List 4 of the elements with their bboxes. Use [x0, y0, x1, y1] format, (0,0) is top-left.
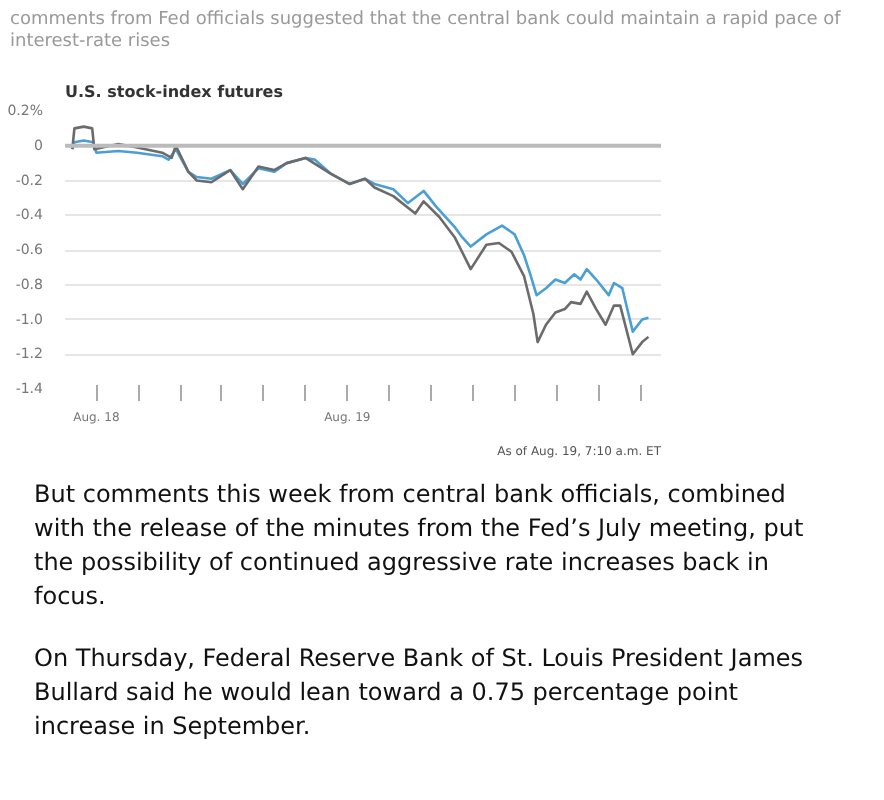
text: comments from Fed officials suggested that the central bank could maintain a rapid pace of interest-rate rises [10, 10, 843, 54]
text: But comments this week from central bank officials, combined with the release of the minutes from the Fed’s July meeting, put the possibility of continued aggressive rate increases back in focus. [34, 478, 806, 614]
chart-title: U.S. stock-index futures [65, 83, 284, 101]
text: On Thursday, Federal Reserve Bank of St. Louis President James Bullard said he would lean toward a 0.75 percentage point increase in September. [34, 642, 806, 744]
